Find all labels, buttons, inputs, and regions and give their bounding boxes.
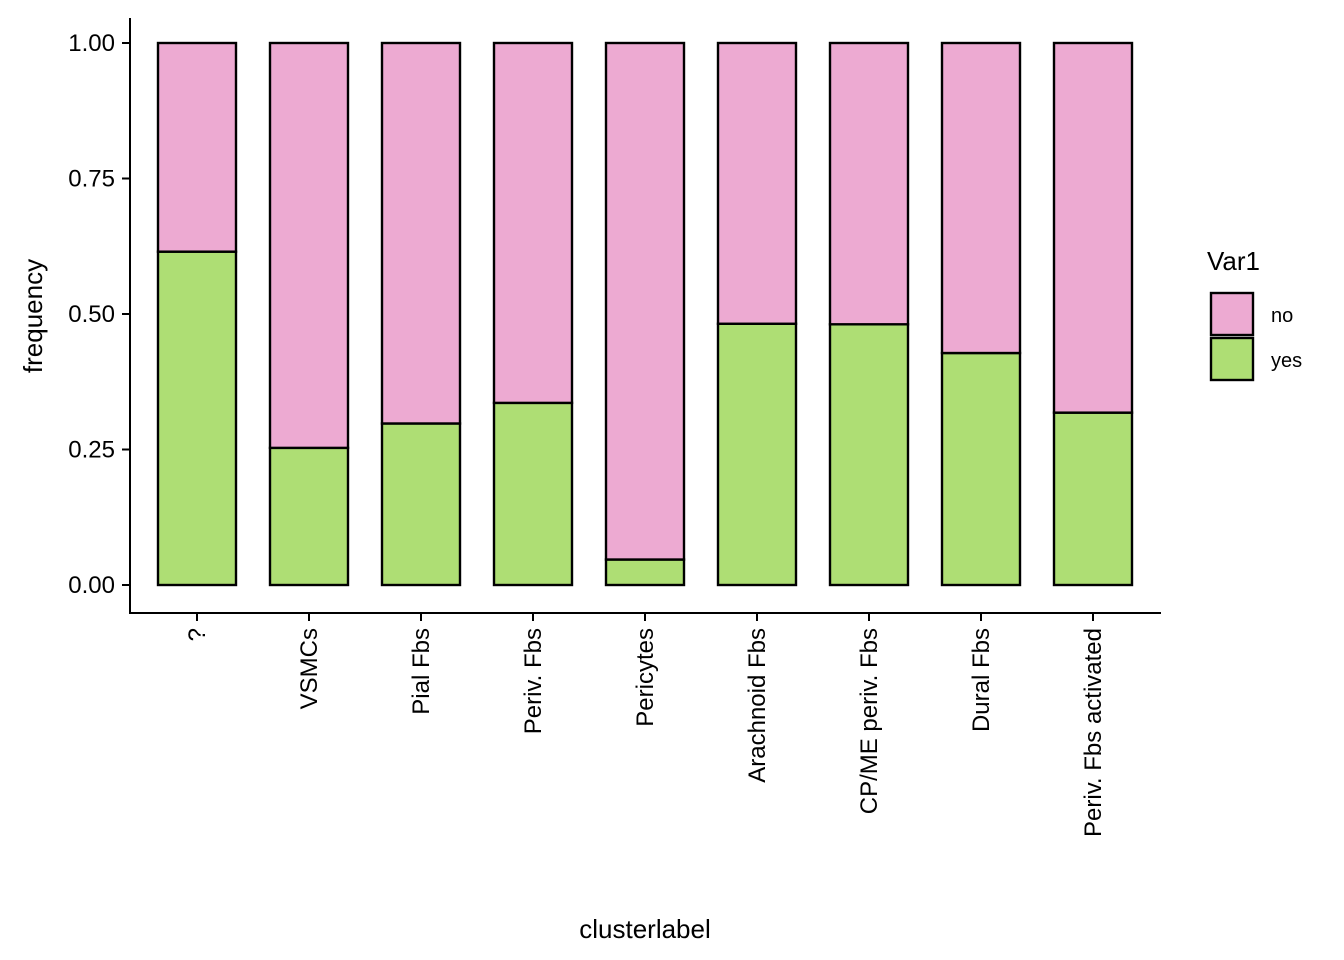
- x-tick-label: Pericytes: [632, 628, 659, 727]
- bar-yes: [268, 446, 350, 587]
- x-tick-label: Arachnoid Fbs: [744, 628, 771, 783]
- bar-yes: [604, 558, 686, 587]
- bars-layer: [156, 41, 1134, 587]
- y-tick-label: 0.25: [68, 437, 115, 464]
- bar-yes: [716, 322, 798, 587]
- bar-no: [1052, 41, 1134, 414]
- x-axis-title: clusterlabel: [579, 914, 711, 944]
- y-tick-label: 1.00: [68, 30, 115, 57]
- bar-no: [268, 41, 350, 450]
- bar-no: [380, 41, 462, 425]
- x-tick-label: Dural Fbs: [968, 628, 995, 732]
- legend-key-no: [1209, 291, 1255, 337]
- legend: Var1 no yes: [1207, 246, 1302, 382]
- x-tick-label: CP/ME periv. Fbs: [856, 628, 883, 814]
- bar-yes: [380, 422, 462, 587]
- y-tick-label: 0.00: [68, 572, 115, 599]
- bar-yes: [1052, 411, 1134, 587]
- bar-yes: [828, 323, 910, 587]
- legend-label-yes: yes: [1271, 350, 1302, 372]
- x-tick-label: Periv. Fbs activated: [1080, 628, 1107, 837]
- bar-no: [492, 41, 574, 405]
- x-tick-label: Pial Fbs: [408, 628, 435, 715]
- bar-no: [716, 41, 798, 325]
- bar-no: [940, 41, 1022, 355]
- x-tick-label: ?: [184, 628, 211, 641]
- bar-no: [156, 41, 238, 253]
- bar-yes: [156, 250, 238, 587]
- y-axis-ticks: 0.00 0.25 0.50 0.75 1.00: [68, 30, 130, 599]
- x-tick-label: VSMCs: [296, 628, 323, 709]
- y-axis-title: frequency: [18, 259, 48, 373]
- legend-title: Var1: [1207, 246, 1260, 276]
- y-tick-label: 0.75: [68, 166, 115, 193]
- x-axis-ticks: ? VSMCs Pial Fbs Periv. Fbs Pericytes Arachno…: [184, 613, 1107, 837]
- y-tick-label: 0.50: [68, 301, 115, 328]
- bar-no: [604, 41, 686, 561]
- bar-no: [828, 41, 910, 326]
- bar-yes: [940, 351, 1022, 587]
- bar-yes: [492, 401, 574, 587]
- x-tick-label: Periv. Fbs: [520, 628, 547, 734]
- legend-key-yes: [1209, 336, 1255, 382]
- legend-label-no: no: [1271, 305, 1293, 327]
